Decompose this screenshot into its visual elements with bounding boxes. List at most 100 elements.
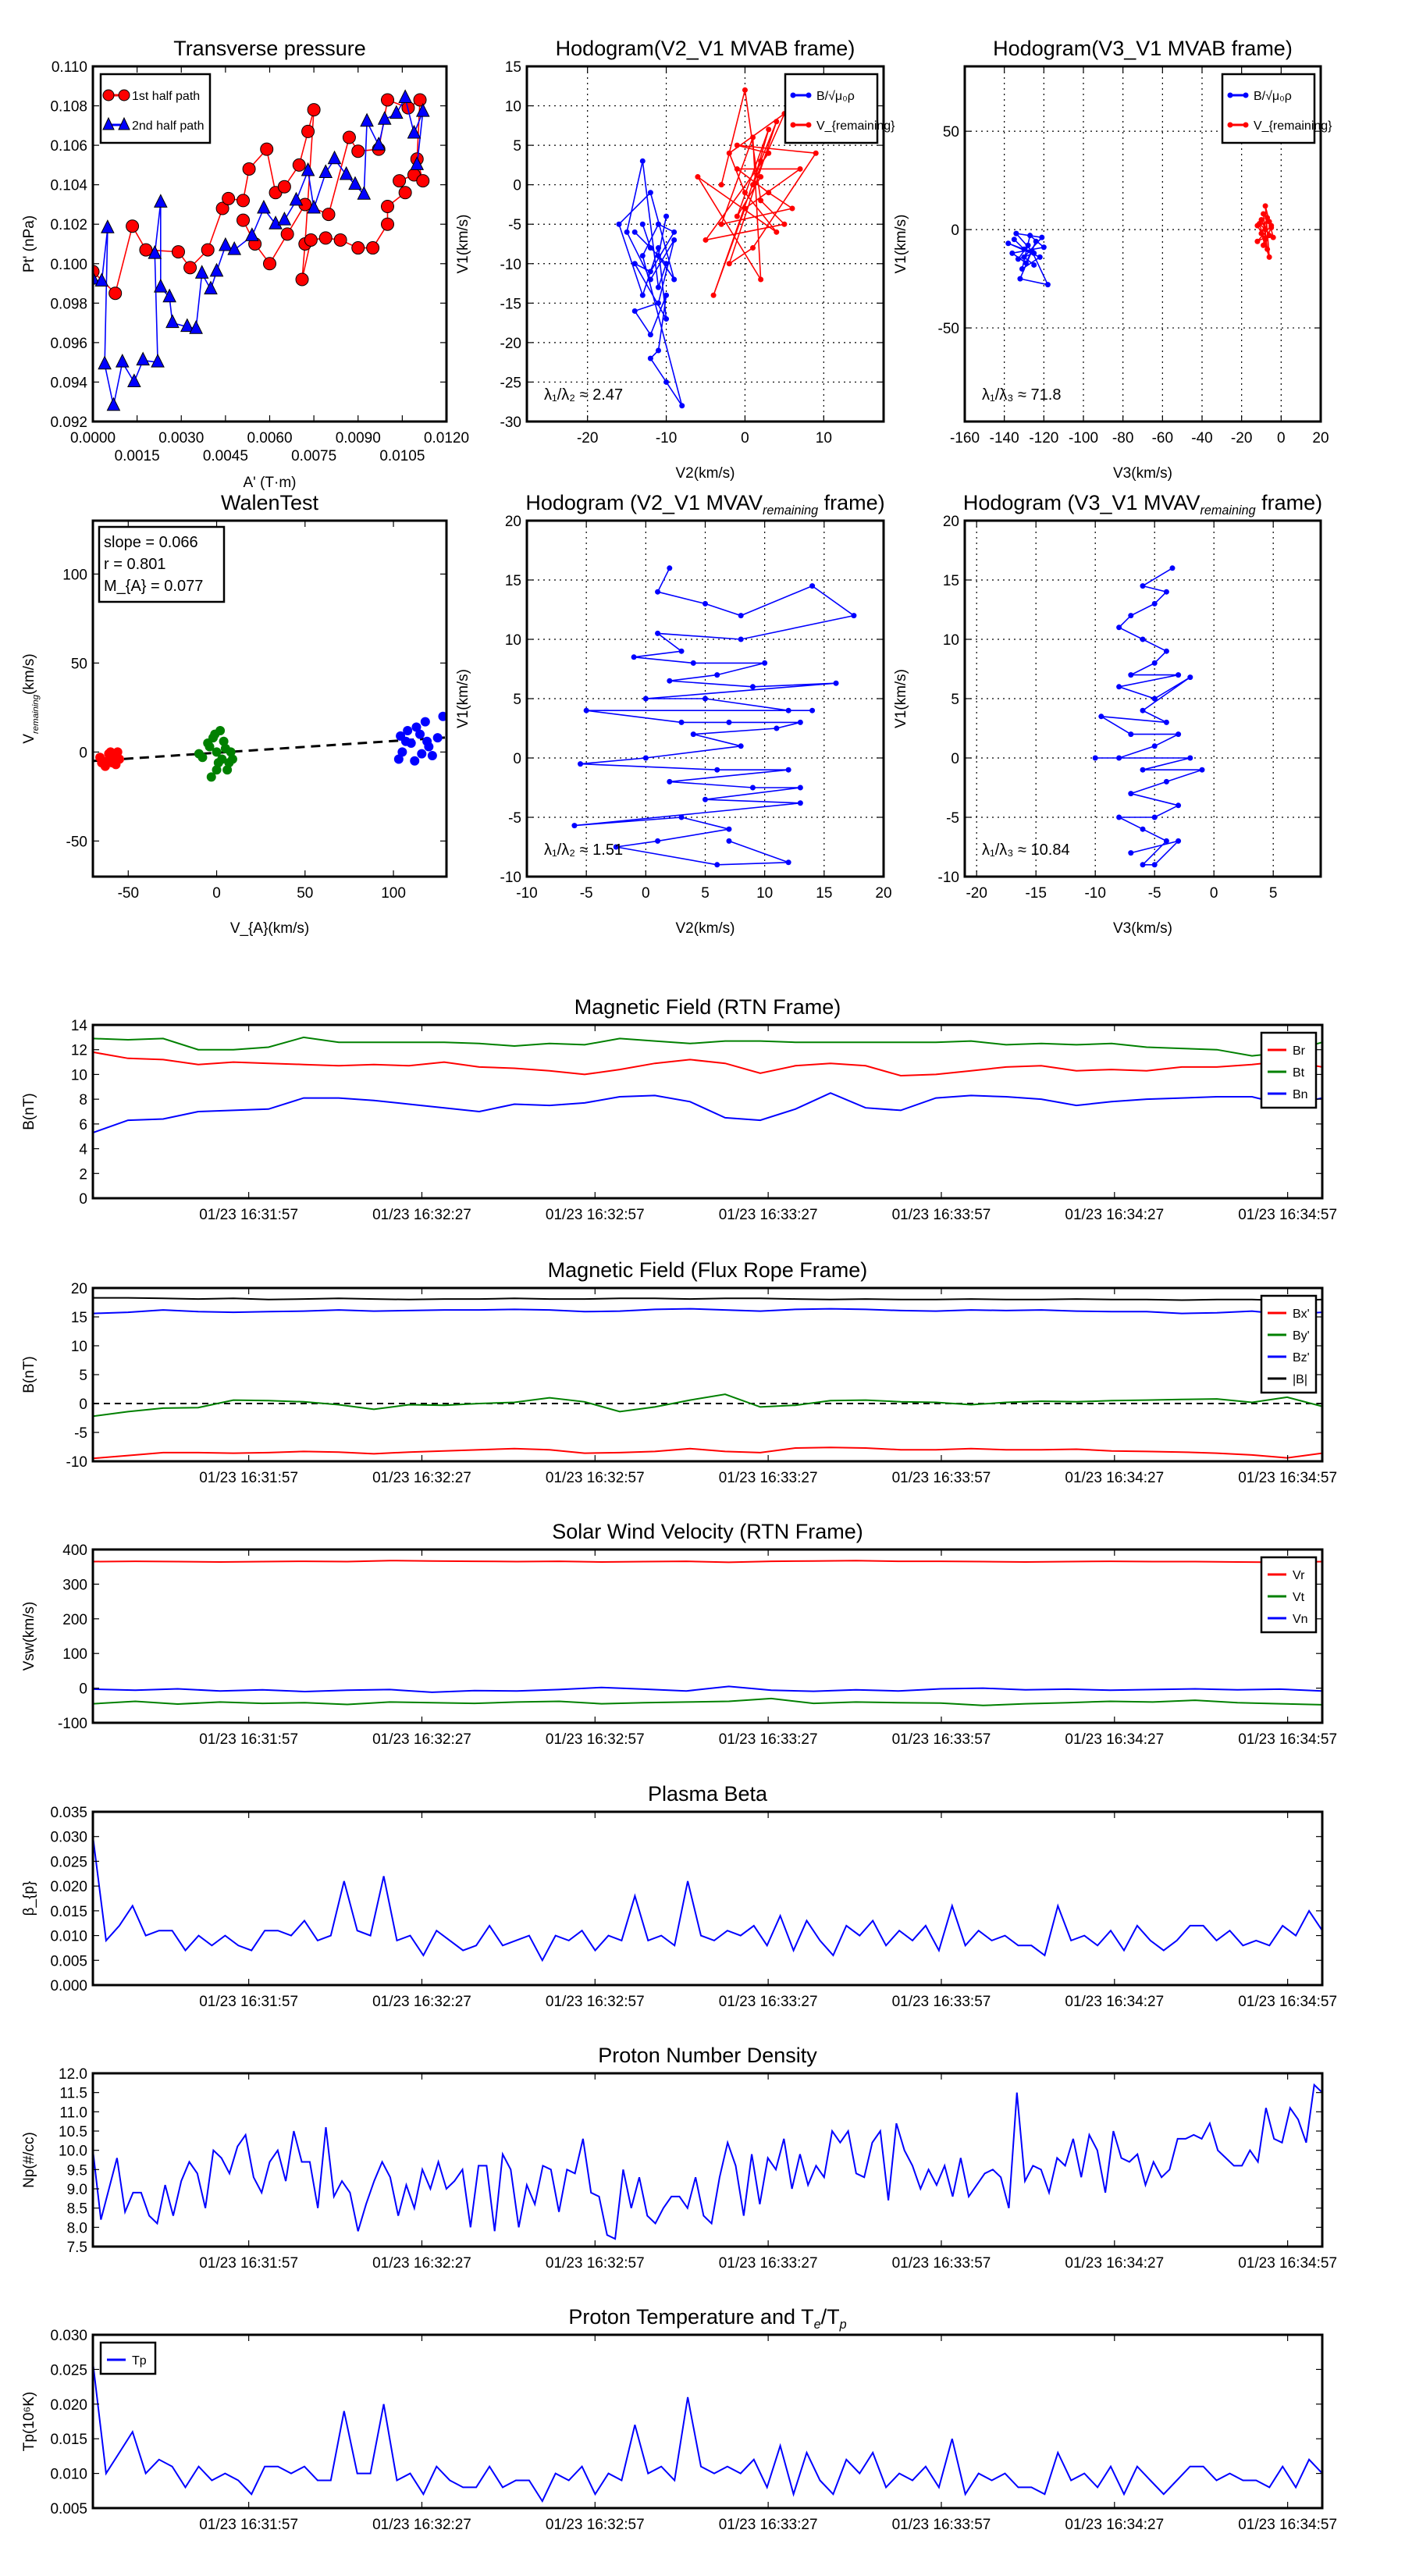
series-line-0 (93, 1560, 1322, 1564)
legend-marker (1227, 122, 1233, 128)
data-point (415, 103, 430, 117)
plot-area (93, 1036, 1322, 1133)
data-point (410, 156, 425, 170)
data-point (165, 314, 180, 329)
data-point (1025, 242, 1031, 248)
data-point (280, 227, 294, 241)
x-tick-label: 01/23 16:34:57 (1238, 1731, 1337, 1748)
x-tick-label: 01/23 16:31:57 (199, 1470, 298, 1486)
data-point (154, 278, 168, 293)
legend-box (1260, 1031, 1318, 1109)
legend: Br Bt Bn (1260, 1031, 1318, 1109)
data-point (301, 124, 315, 138)
y-tick-label: -10 (500, 257, 521, 273)
y-tick-label: 0.005 (50, 2501, 87, 2517)
x-tick-label: -20 (966, 885, 987, 902)
y-tick-label: 0.025 (50, 2362, 87, 2379)
data-point (714, 862, 720, 868)
data-point (738, 636, 744, 642)
data-point (690, 660, 696, 666)
data-point (226, 747, 236, 757)
chart-title: Solar Wind Velocity (RTN Frame) (552, 1520, 863, 1543)
x-tick-label: 01/23 16:34:57 (1238, 1470, 1337, 1486)
legend-label: Bn (1293, 1088, 1308, 1101)
x-tick-label: 0.0000 (70, 430, 116, 447)
data-point (851, 613, 857, 619)
data-point (94, 272, 109, 287)
legend-label: 1st half path (132, 90, 200, 103)
y-tick-label: 20 (943, 514, 959, 530)
x-tick-label: -50 (118, 885, 139, 902)
data-point (679, 403, 685, 409)
y-tick-label: 0.102 (50, 217, 87, 233)
data-point (98, 355, 112, 370)
data-point (127, 373, 141, 387)
y-tick-label: 10 (71, 1067, 87, 1083)
y-tick-label: 10.5 (59, 2124, 87, 2140)
data-point (797, 800, 803, 806)
data-point (797, 785, 803, 791)
x-tick-label: 01/23 16:34:57 (1238, 2255, 1337, 2272)
data-point (750, 182, 756, 188)
data-point (227, 754, 237, 764)
data-point (1163, 648, 1169, 654)
axes-frame (963, 519, 1322, 878)
data-point (1116, 755, 1122, 761)
data-point (183, 261, 197, 275)
legend-box (99, 2341, 157, 2375)
data-point (95, 753, 105, 763)
y-axis-label: Tp(10⁶K) (21, 2392, 37, 2451)
plot-area (93, 2083, 1322, 2240)
series-line-0 (93, 2083, 1322, 2240)
eigenvalue-ratio-label: λ₁/λ₃ ≈ 10.84 (982, 841, 1070, 859)
x-tick-label: 01/23 16:33:27 (719, 2255, 818, 2272)
y-tick-label: 0.104 (50, 178, 87, 194)
x-axis-label: V2(km/s) (676, 465, 735, 482)
x-tick-label: 50 (297, 885, 313, 902)
x-tick-label: 01/23 16:32:27 (372, 1207, 471, 1223)
data-point (647, 332, 653, 338)
text-part: (km/s) (21, 653, 37, 695)
data-point (393, 174, 407, 188)
data-point (1033, 238, 1039, 244)
plot-area (1092, 565, 1205, 868)
data-point (107, 758, 117, 768)
data-point (260, 142, 274, 156)
data-point (1031, 262, 1037, 268)
text-part: Proton Temperature and T (568, 2305, 813, 2329)
plot-area (93, 1297, 1322, 1460)
data-point (257, 199, 271, 214)
data-point (749, 684, 756, 690)
data-point (381, 199, 394, 213)
x-tick-label: 0.0060 (247, 430, 292, 447)
data-point (616, 221, 622, 227)
legend-marker (1243, 92, 1249, 98)
data-point (1013, 230, 1019, 237)
data-point (415, 729, 425, 739)
chart-title: Hodogram (V3_V1 MVAVremaining frame) (963, 491, 1322, 518)
data-point (1116, 624, 1122, 631)
data-point (578, 761, 584, 767)
data-point (750, 245, 756, 251)
data-point (1019, 265, 1025, 272)
data-point (237, 194, 251, 208)
text-part: e (814, 2318, 821, 2332)
y-tick-label: 0.020 (50, 2397, 87, 2414)
y-tick-label: 0.000 (50, 1978, 87, 1994)
y-tick-label: 20 (71, 1281, 87, 1297)
legend-label: Bx' (1293, 1308, 1310, 1321)
data-point (219, 237, 233, 251)
data-point (655, 589, 661, 595)
x-tick-label: 15 (816, 885, 832, 902)
y-tick-label: 5 (513, 692, 521, 708)
data-point (292, 158, 306, 172)
data-point (631, 229, 638, 235)
data-point (655, 245, 661, 251)
plot-area (93, 1836, 1322, 1962)
x-tick-label: 01/23 16:32:27 (372, 1731, 471, 1748)
data-point (631, 308, 638, 314)
x-tick-label: 01/23 16:34:57 (1238, 1994, 1337, 2010)
y-tick-label: 0.015 (50, 1904, 87, 1920)
data-point (663, 379, 670, 385)
data-point (194, 749, 204, 759)
